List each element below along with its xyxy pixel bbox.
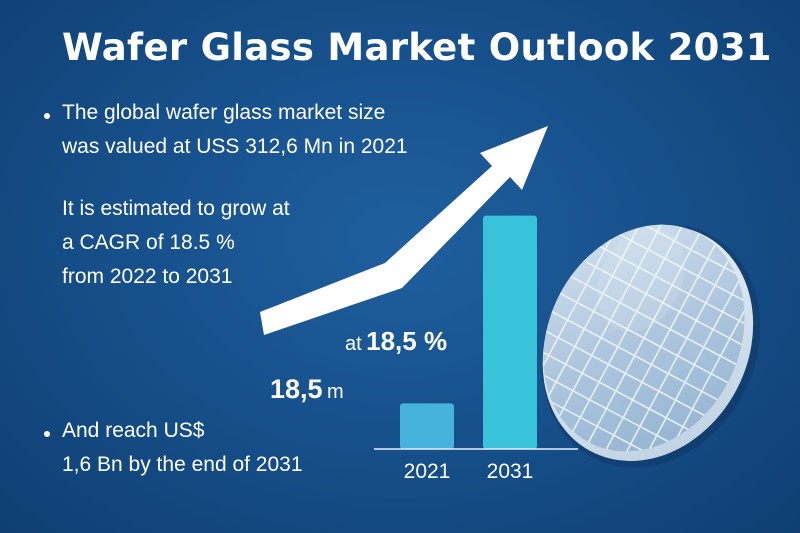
bullet-1-text: The global wafer glass market size was v… (62, 96, 408, 164)
start-value-unit: m (327, 381, 344, 403)
bullet-1-line-2: was valued at USS 312,6 Mn in 2021 (62, 135, 408, 158)
growth-line-2: a CAGR of 18.5 % (62, 231, 235, 254)
trend-arrow-icon (260, 126, 548, 335)
bar-2031 (483, 215, 537, 449)
bullet-2-text: And reach US$ 1,6 Bn by the end of 2031 (62, 414, 303, 482)
bars (400, 215, 537, 449)
bullet-dot (44, 431, 50, 437)
growth-rate-label: at 18,5 % (345, 326, 447, 357)
start-value-label: 18,5 m (270, 374, 344, 405)
growth-rate-prefix: at (345, 333, 362, 355)
page-title: Wafer Glass Market Outlook 2031 (62, 26, 772, 69)
bullet-2-line-1: And reach US$ (62, 419, 205, 442)
growth-text: It is estimated to grow at a CAGR of 18.… (62, 192, 290, 294)
growth-line-3: from 2022 to 2031 (62, 265, 233, 288)
x-tick-label-2021: 2021 (403, 460, 451, 483)
growth-line-1: It is estimated to grow at (62, 197, 290, 220)
start-value-number: 18,5 (270, 374, 323, 404)
growth-rate-value: 18,5 % (366, 326, 448, 356)
glass-wafer-icon (504, 189, 784, 487)
bullet-1-line-1: The global wafer glass market size (62, 101, 386, 124)
x-tick-label-2031: 2031 (486, 460, 534, 483)
bullet-dot (44, 113, 50, 119)
bullet-2-line-2: 1,6 Bn by the end of 2031 (62, 453, 303, 476)
bar-2021 (400, 403, 454, 449)
